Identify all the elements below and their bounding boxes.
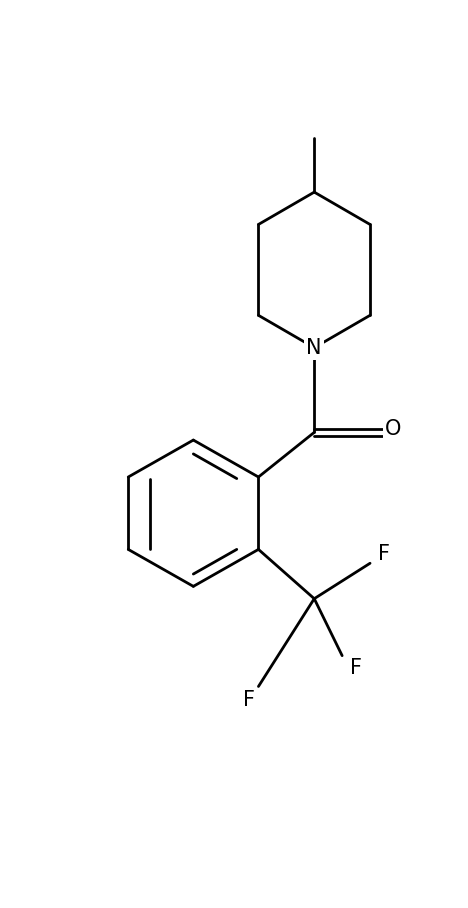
- Text: O: O: [385, 419, 402, 439]
- Text: F: F: [350, 658, 362, 678]
- Text: F: F: [378, 544, 390, 564]
- Text: N: N: [307, 338, 322, 358]
- Text: F: F: [243, 690, 255, 710]
